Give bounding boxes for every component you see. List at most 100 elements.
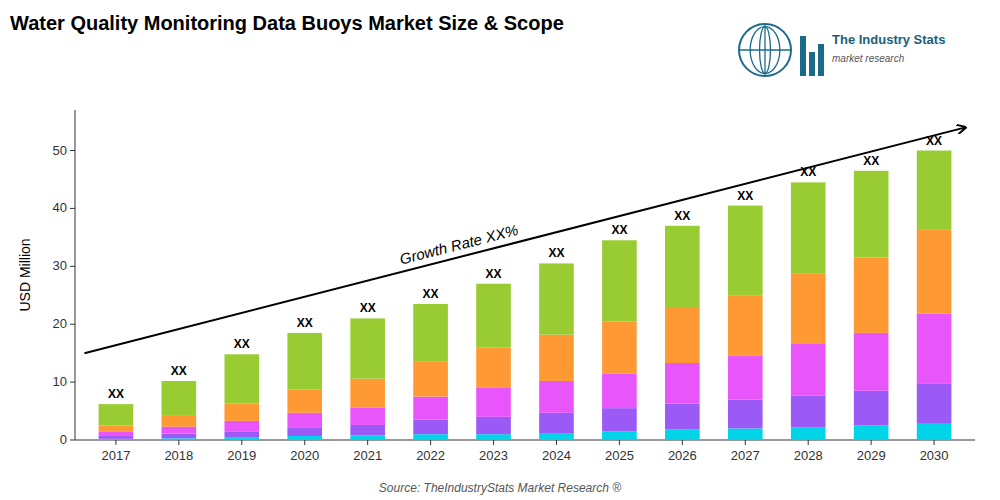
logo-equator bbox=[739, 49, 791, 50]
x-tick bbox=[682, 440, 683, 445]
bar-segment bbox=[854, 333, 889, 391]
logo-bar bbox=[809, 52, 815, 76]
y-axis-line bbox=[75, 110, 76, 440]
bar-segment bbox=[917, 230, 952, 314]
x-tick-label: 2030 bbox=[920, 448, 949, 463]
y-axis: 01020304050 bbox=[53, 110, 75, 447]
logo: The Industry Statsmarket research bbox=[739, 24, 945, 76]
bar-segment bbox=[854, 391, 889, 426]
bar-segment bbox=[287, 413, 322, 427]
bar-segment bbox=[413, 420, 448, 434]
bar-label: XX bbox=[611, 223, 627, 237]
bar-segment bbox=[791, 274, 826, 343]
bar-segment bbox=[99, 439, 134, 440]
bar-segment bbox=[350, 379, 385, 408]
x-tick bbox=[430, 440, 431, 445]
y-tick bbox=[70, 266, 75, 267]
bar-segment bbox=[99, 431, 134, 436]
bar-segment bbox=[476, 347, 511, 388]
bar-segment bbox=[99, 426, 134, 432]
bar-segment bbox=[791, 182, 826, 273]
growth-label: Growth Rate XX% bbox=[398, 221, 520, 268]
x-tick bbox=[304, 440, 305, 445]
bar-label: XX bbox=[234, 337, 250, 351]
x-tick-label: 2018 bbox=[164, 448, 193, 463]
bar-label: XX bbox=[486, 267, 502, 281]
bar-segment bbox=[224, 404, 259, 421]
x-tick-label: 2027 bbox=[731, 448, 760, 463]
bar-segment bbox=[350, 425, 385, 435]
bar-segment bbox=[602, 408, 637, 431]
x-tick-label: 2024 bbox=[542, 448, 571, 463]
bar-label: XX bbox=[863, 154, 879, 168]
bar-segment bbox=[728, 356, 763, 399]
bar-segment bbox=[665, 404, 700, 430]
x-tick bbox=[493, 440, 494, 445]
y-tick-label: 30 bbox=[53, 258, 67, 273]
x-tick bbox=[871, 440, 872, 445]
x-tick-label: 2026 bbox=[668, 448, 697, 463]
bar-segment bbox=[224, 354, 259, 403]
bar-segment bbox=[917, 424, 952, 440]
bar-segment bbox=[539, 335, 574, 381]
y-tick bbox=[70, 208, 75, 209]
bar-labels: XXXXXXXXXXXXXXXXXXXXXXXXXXXX bbox=[108, 134, 942, 402]
logo-globe bbox=[739, 24, 791, 76]
bar-segment bbox=[162, 438, 197, 440]
bar-segment bbox=[287, 427, 322, 436]
bar-segment bbox=[539, 263, 574, 334]
bar-segment bbox=[917, 314, 952, 383]
source: Source: TheIndustryStats Market Research… bbox=[379, 481, 621, 495]
x-tick bbox=[745, 440, 746, 445]
growth-arrow bbox=[84, 127, 965, 353]
logo-arc bbox=[760, 27, 771, 74]
bar-segment bbox=[728, 399, 763, 428]
bar-segment bbox=[224, 421, 259, 431]
x-tick bbox=[178, 440, 179, 445]
bar-segment bbox=[476, 388, 511, 417]
bar-segment bbox=[162, 381, 197, 415]
bars bbox=[99, 151, 952, 440]
bar-segment bbox=[99, 404, 134, 425]
x-tick-label: 2022 bbox=[416, 448, 445, 463]
bar-segment bbox=[224, 437, 259, 440]
bar-label: XX bbox=[737, 189, 753, 203]
y-tick bbox=[70, 382, 75, 383]
bar-segment bbox=[665, 363, 700, 404]
bar-segment bbox=[539, 433, 574, 440]
x-axis-line bbox=[75, 440, 975, 441]
bar-segment bbox=[917, 151, 952, 230]
x-tick bbox=[556, 440, 557, 445]
bar-segment bbox=[917, 383, 952, 424]
bar-label: XX bbox=[548, 246, 564, 260]
bar-segment bbox=[413, 397, 448, 420]
x-tick-label: 2029 bbox=[857, 448, 886, 463]
bar-segment bbox=[854, 426, 889, 440]
x-tick-label: 2020 bbox=[290, 448, 319, 463]
y-tick bbox=[70, 150, 75, 151]
y-axis-label: USD Million bbox=[17, 238, 33, 311]
bar-segment bbox=[287, 390, 322, 413]
x-tick-label: 2019 bbox=[227, 448, 256, 463]
title: Water Quality Monitoring Data Buoys Mark… bbox=[10, 12, 564, 34]
bar-segment bbox=[728, 295, 763, 356]
x-tick-label: 2021 bbox=[353, 448, 382, 463]
bar-segment bbox=[413, 304, 448, 362]
bar-label: XX bbox=[297, 316, 313, 330]
bar-segment bbox=[728, 428, 763, 440]
bar-segment bbox=[162, 415, 197, 427]
bar-segment bbox=[539, 413, 574, 433]
bar-segment bbox=[287, 436, 322, 440]
chart: Water Quality Monitoring Data Buoys Mark… bbox=[0, 0, 1000, 500]
bar-segment bbox=[539, 381, 574, 413]
bar-segment bbox=[287, 333, 322, 390]
logo-bar bbox=[818, 44, 824, 76]
bar-segment bbox=[350, 318, 385, 378]
bar-segment bbox=[162, 427, 197, 434]
bar-segment bbox=[602, 321, 637, 373]
bar-label: XX bbox=[360, 301, 376, 315]
bar-segment bbox=[476, 434, 511, 440]
bar-segment bbox=[791, 395, 826, 427]
x-tick bbox=[115, 440, 116, 445]
bar-segment bbox=[476, 417, 511, 434]
